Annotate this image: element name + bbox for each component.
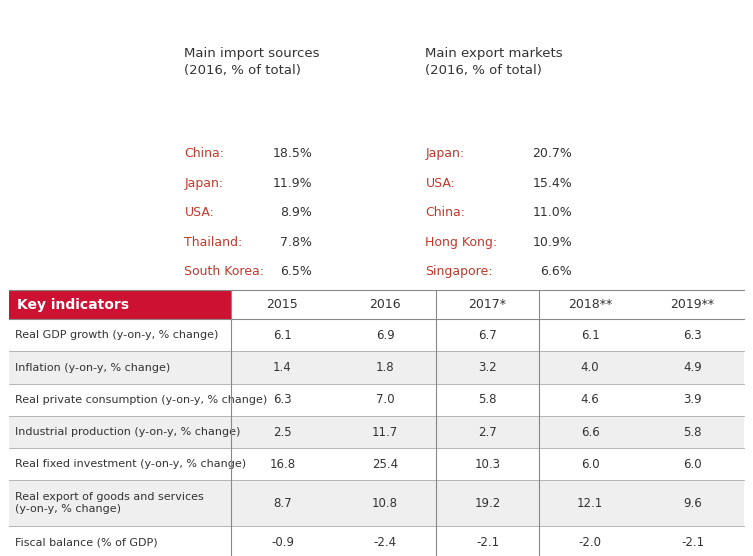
Text: Japan:: Japan: <box>425 147 465 160</box>
Text: -0.9: -0.9 <box>271 535 294 549</box>
Text: 11.0%: 11.0% <box>532 206 572 219</box>
Text: 3.2: 3.2 <box>478 361 497 374</box>
Text: Real fixed investment (y-on-y, % change): Real fixed investment (y-on-y, % change) <box>15 459 246 469</box>
Text: 20.7%: 20.7% <box>532 147 572 160</box>
FancyBboxPatch shape <box>9 480 744 526</box>
Text: 1.8: 1.8 <box>376 361 395 374</box>
Text: Japan:: Japan: <box>184 177 224 190</box>
Text: Fiscal balance (% of GDP): Fiscal balance (% of GDP) <box>15 537 157 547</box>
Text: 11.9%: 11.9% <box>273 177 312 190</box>
Text: 4.6: 4.6 <box>581 393 599 406</box>
Text: 16.8: 16.8 <box>270 458 295 471</box>
Text: 7.0: 7.0 <box>376 393 395 406</box>
Text: 2017*: 2017* <box>468 298 507 311</box>
Text: -2.1: -2.1 <box>476 535 499 549</box>
Text: 6.6: 6.6 <box>581 425 599 439</box>
Text: 6.7: 6.7 <box>478 329 497 342</box>
Text: Real export of goods and services: Real export of goods and services <box>15 492 204 502</box>
Text: 2015: 2015 <box>267 298 298 311</box>
Text: 6.1: 6.1 <box>273 329 292 342</box>
Text: 2019**: 2019** <box>671 298 715 311</box>
Text: 25.4: 25.4 <box>372 458 398 471</box>
Text: 15.4%: 15.4% <box>532 177 572 190</box>
Text: China:: China: <box>184 147 224 160</box>
FancyBboxPatch shape <box>9 319 744 351</box>
Text: 4.0: 4.0 <box>581 361 599 374</box>
Text: -2.0: -2.0 <box>578 535 602 549</box>
Text: Real private consumption (y-on-y, % change): Real private consumption (y-on-y, % chan… <box>15 395 267 405</box>
Text: 6.0: 6.0 <box>684 458 702 471</box>
Text: USA:: USA: <box>425 177 456 190</box>
Text: 5.8: 5.8 <box>478 393 497 406</box>
Text: 10.8: 10.8 <box>372 497 398 510</box>
Text: 19.2: 19.2 <box>474 497 501 510</box>
Text: 6.6%: 6.6% <box>541 265 572 278</box>
FancyBboxPatch shape <box>9 526 744 556</box>
Text: 4.9: 4.9 <box>683 361 702 374</box>
Text: 8.9%: 8.9% <box>281 206 312 219</box>
Text: Industrial production (y-on-y, % change): Industrial production (y-on-y, % change) <box>15 427 240 437</box>
Text: 6.0: 6.0 <box>581 458 599 471</box>
Text: Key indicators: Key indicators <box>17 297 129 312</box>
Text: 12.1: 12.1 <box>577 497 603 510</box>
Text: 7.8%: 7.8% <box>281 236 312 249</box>
Text: -2.1: -2.1 <box>681 535 704 549</box>
Text: Thailand:: Thailand: <box>184 236 242 249</box>
Text: 5.8: 5.8 <box>684 425 702 439</box>
FancyBboxPatch shape <box>9 448 744 480</box>
Text: Singapore:: Singapore: <box>425 265 493 278</box>
Text: Real GDP growth (y-on-y, % change): Real GDP growth (y-on-y, % change) <box>15 330 218 340</box>
Text: 6.3: 6.3 <box>684 329 702 342</box>
Text: 2.5: 2.5 <box>273 425 291 439</box>
Text: China:: China: <box>425 206 465 219</box>
Text: USA:: USA: <box>184 206 215 219</box>
Text: -2.4: -2.4 <box>373 535 397 549</box>
FancyBboxPatch shape <box>9 384 744 416</box>
Text: 10.9%: 10.9% <box>532 236 572 249</box>
Text: (y-on-y, % change): (y-on-y, % change) <box>15 504 121 514</box>
Text: Hong Kong:: Hong Kong: <box>425 236 498 249</box>
FancyBboxPatch shape <box>9 351 744 384</box>
Text: 6.9: 6.9 <box>376 329 395 342</box>
Text: 10.3: 10.3 <box>474 458 501 471</box>
Text: 11.7: 11.7 <box>372 425 398 439</box>
Text: Main import sources
(2016, % of total): Main import sources (2016, % of total) <box>184 47 320 77</box>
Text: 6.1: 6.1 <box>581 329 599 342</box>
Text: Inflation (y-on-y, % change): Inflation (y-on-y, % change) <box>15 363 170 373</box>
Text: 3.9: 3.9 <box>684 393 702 406</box>
Text: South Korea:: South Korea: <box>184 265 264 278</box>
Text: 2016: 2016 <box>369 298 401 311</box>
Text: 18.5%: 18.5% <box>273 147 312 160</box>
FancyBboxPatch shape <box>9 290 231 319</box>
Text: 2.7: 2.7 <box>478 425 497 439</box>
FancyBboxPatch shape <box>9 416 744 448</box>
Text: 1.4: 1.4 <box>273 361 292 374</box>
Text: 9.6: 9.6 <box>683 497 702 510</box>
Text: 2018**: 2018** <box>568 298 612 311</box>
Text: 6.3: 6.3 <box>273 393 291 406</box>
Text: 8.7: 8.7 <box>273 497 291 510</box>
Text: Main export markets
(2016, % of total): Main export markets (2016, % of total) <box>425 47 563 77</box>
Text: 6.5%: 6.5% <box>281 265 312 278</box>
